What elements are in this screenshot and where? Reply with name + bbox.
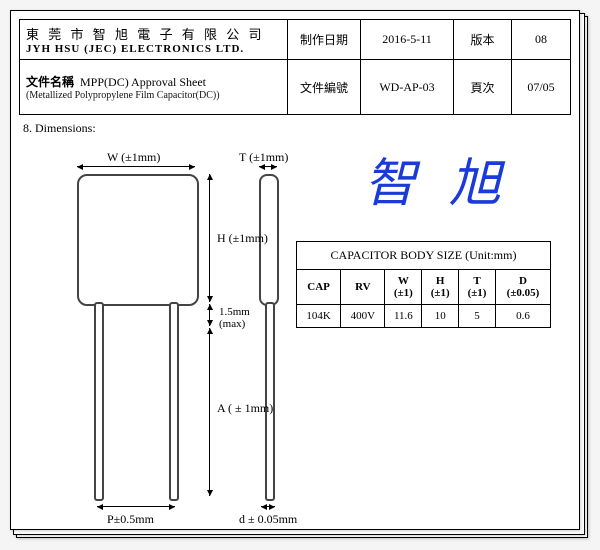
dimension-diagram: W (±1mm) H (±1mm) T (±1mm) 1.5mm (max) A… xyxy=(39,156,319,516)
header-table: 東 莞 市 智 旭 電 子 有 限 公 司 JYH HSU (JEC) ELEC… xyxy=(19,19,571,115)
dim-t: T (±1mm) xyxy=(239,150,288,165)
col-w: W (±1) xyxy=(385,270,422,305)
cell-h: 10 xyxy=(422,305,459,328)
section-title: 8. Dimensions: xyxy=(23,121,571,136)
dim-d-arrow xyxy=(261,506,275,507)
code-label: 文件編號 xyxy=(288,60,361,115)
dim-d: d ± 0.05mm xyxy=(239,512,297,527)
body-size-table-wrap: CAPACITOR BODY SIZE (Unit:mm) CAP RV W (… xyxy=(296,241,551,328)
dim-gap-arrow xyxy=(209,304,210,326)
cell-t: 5 xyxy=(459,305,496,328)
table-row: 104K 400V 11.6 10 5 0.6 xyxy=(297,305,551,328)
dim-a: A ( ± 1mm) xyxy=(217,401,273,416)
cell-cap: 104K xyxy=(297,305,341,328)
col-cap: CAP xyxy=(297,270,341,305)
dim-a-arrow xyxy=(209,328,210,496)
dim-gap: 1.5mm (max) xyxy=(219,306,250,330)
lead-left xyxy=(94,302,104,501)
ver-label: 版本 xyxy=(454,20,512,60)
table-caption: CAPACITOR BODY SIZE (Unit:mm) xyxy=(296,241,551,269)
dim-h-arrow xyxy=(209,174,210,302)
content-area: 智 旭 W (±1mm) H (±1mm) T (±1mm) 1.5mm (ma… xyxy=(19,136,571,516)
dim-p-arrow xyxy=(97,506,175,507)
dim-h: H (±1mm) xyxy=(217,231,268,246)
col-h: H (±1) xyxy=(422,270,459,305)
company-cn: 東 莞 市 智 旭 電 子 有 限 公 司 xyxy=(26,24,281,43)
code-value: WD-AP-03 xyxy=(361,60,454,115)
dim-w: W (±1mm) xyxy=(107,150,160,165)
doc-label: 文件名稱 xyxy=(26,75,74,89)
doc-value: MPP(DC) Approval Sheet xyxy=(80,75,206,89)
watermark: 智 旭 xyxy=(364,141,511,216)
page-value: 07/05 xyxy=(512,60,571,115)
date-value: 2016-5-11 xyxy=(361,20,454,60)
cell-d: 0.6 xyxy=(495,305,550,328)
page-label: 頁次 xyxy=(454,60,512,115)
col-d: D (±0.05) xyxy=(495,270,550,305)
cell-rv: 400V xyxy=(341,305,385,328)
capacitor-front xyxy=(77,174,199,306)
date-label: 制作日期 xyxy=(288,20,361,60)
dim-t-arrow xyxy=(259,166,277,167)
ver-value: 08 xyxy=(512,20,571,60)
col-t: T (±1) xyxy=(459,270,496,305)
dim-p: P±0.5mm xyxy=(107,512,154,527)
lead-right xyxy=(169,302,179,501)
table-header-row: CAP RV W (±1) H (±1) T (±1) D (±0.05) xyxy=(297,270,551,305)
doc-sub: (Metallized Polypropylene Film Capacitor… xyxy=(26,90,281,101)
company-en: JYH HSU (JEC) ELECTRONICS LTD. xyxy=(26,43,281,55)
cell-w: 11.6 xyxy=(385,305,422,328)
col-rv: RV xyxy=(341,270,385,305)
dim-w-arrow xyxy=(77,166,195,167)
body-size-table: CAPACITOR BODY SIZE (Unit:mm) CAP RV W (… xyxy=(296,241,551,328)
